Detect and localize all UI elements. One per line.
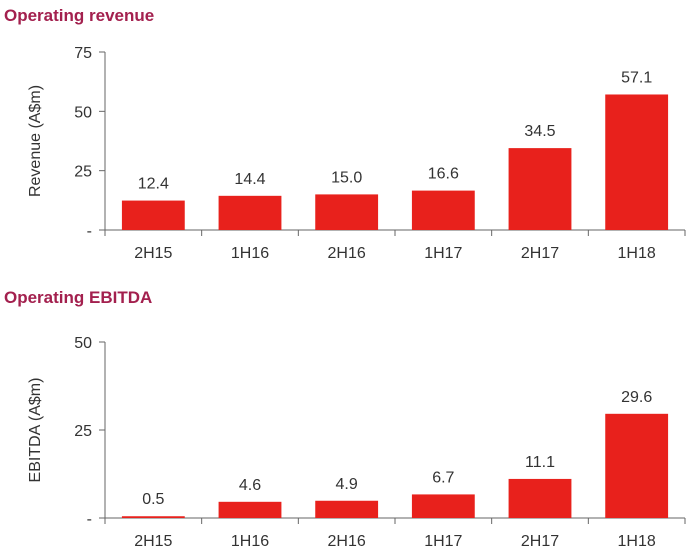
ebitda-bar bbox=[605, 413, 669, 518]
ebitda-category-label: 2H15 bbox=[134, 533, 172, 550]
revenue-category-label: 1H16 bbox=[231, 245, 269, 262]
ebitda-y-tick-label: - bbox=[87, 511, 92, 528]
revenue-bar bbox=[411, 190, 475, 230]
revenue-category-label: 2H17 bbox=[521, 245, 559, 262]
revenue-category-label: 1H17 bbox=[424, 245, 462, 262]
ebitda-category-label: 1H18 bbox=[618, 533, 656, 550]
ebitda-value-label: 4.6 bbox=[239, 477, 261, 494]
revenue-bar bbox=[605, 94, 669, 230]
ebitda-bar bbox=[315, 500, 379, 518]
ebitda-category-label: 1H17 bbox=[424, 533, 462, 550]
ebitda-value-label: 29.6 bbox=[621, 389, 652, 406]
ebitda-value-label: 4.9 bbox=[336, 476, 358, 493]
revenue-chart-title: Operating revenue bbox=[4, 6, 155, 25]
revenue-category-label: 2H16 bbox=[328, 245, 366, 262]
revenue-value-label: 12.4 bbox=[138, 176, 169, 193]
revenue-value-label: 16.6 bbox=[428, 166, 459, 183]
ebitda-category-label: 1H16 bbox=[231, 533, 269, 550]
ebitda-y-axis-title: EBITDA (A$m) bbox=[27, 378, 44, 483]
revenue-value-label: 14.4 bbox=[234, 171, 265, 188]
ebitda-y-tick-label: 50 bbox=[74, 335, 92, 352]
revenue-y-tick-label: 50 bbox=[74, 104, 92, 121]
revenue-y-tick-label: - bbox=[87, 223, 92, 240]
revenue-value-label: 34.5 bbox=[524, 123, 555, 140]
ebitda-bar bbox=[218, 501, 282, 518]
revenue-value-label: 57.1 bbox=[621, 69, 652, 86]
ebitda-bar bbox=[121, 516, 185, 518]
ebitda-value-label: 0.5 bbox=[142, 491, 164, 508]
ebitda-bar bbox=[411, 494, 475, 518]
ebitda-category-label: 2H16 bbox=[328, 533, 366, 550]
revenue-y-tick-label: 25 bbox=[74, 164, 92, 181]
revenue-category-label: 1H18 bbox=[618, 245, 656, 262]
revenue-bar bbox=[218, 195, 282, 230]
revenue-y-tick-label: 75 bbox=[74, 45, 92, 62]
revenue-value-label: 15.0 bbox=[331, 169, 362, 186]
ebitda-bar bbox=[508, 478, 572, 518]
ebitda-category-label: 2H17 bbox=[521, 533, 559, 550]
ebitda-value-label: 6.7 bbox=[432, 469, 454, 486]
ebitda-y-tick-label: 25 bbox=[74, 423, 92, 440]
revenue-bar bbox=[508, 148, 572, 230]
ebitda-value-label: 11.1 bbox=[525, 454, 555, 471]
revenue-bar bbox=[121, 200, 185, 230]
ebitda-chart-title: Operating EBITDA bbox=[4, 288, 153, 307]
revenue-bar bbox=[315, 194, 379, 230]
revenue-y-axis-title: Revenue (A$m) bbox=[27, 85, 44, 197]
revenue-category-label: 2H15 bbox=[134, 245, 172, 262]
